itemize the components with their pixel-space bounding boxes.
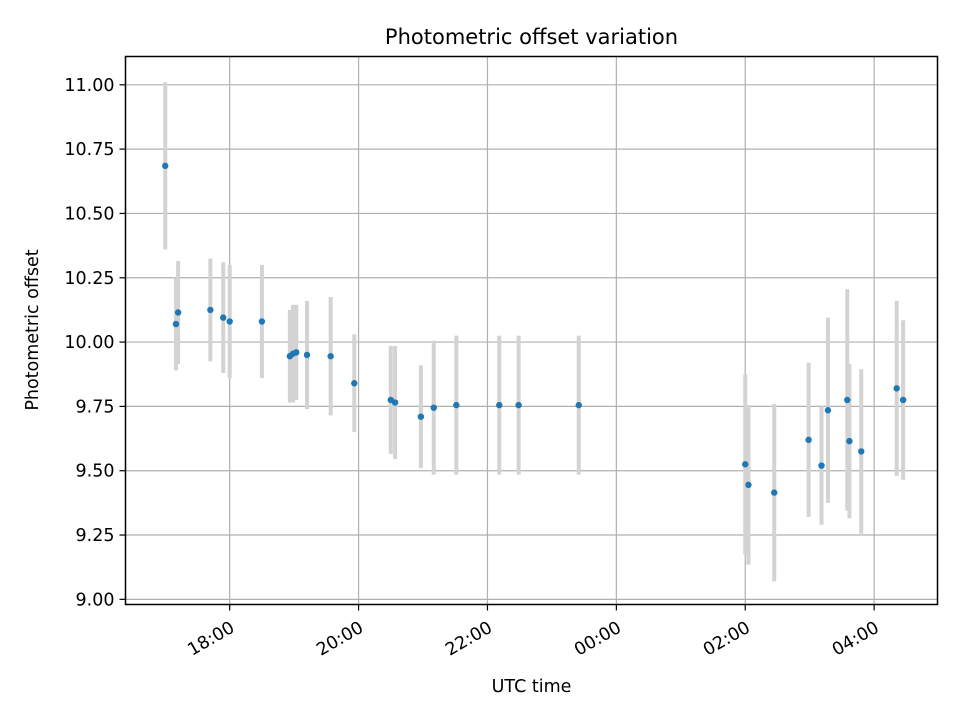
data-point — [893, 385, 900, 392]
data-point — [858, 448, 865, 455]
data-point — [745, 481, 752, 489]
data-point — [226, 318, 233, 325]
tick-layer: 9.00 9.25 9.50 9.75 10.00 10.25 10.50 10.75 11.0… — [64, 76, 882, 661]
data-point — [846, 437, 853, 445]
data-point — [453, 401, 460, 409]
data-point — [162, 162, 169, 170]
x-tick-label: 22:00 — [442, 618, 496, 661]
data-point — [771, 489, 778, 496]
data-point — [172, 320, 180, 328]
y-tick-label: 9.75 — [76, 397, 115, 417]
data-point — [818, 462, 825, 469]
data-point — [844, 396, 851, 404]
data-point — [496, 401, 503, 409]
y-axis-label: Photometric offset — [23, 249, 43, 410]
data-point — [220, 314, 227, 321]
y-tick-label: 10.25 — [64, 269, 114, 289]
data-point — [303, 351, 311, 359]
y-tick-label: 9.00 — [76, 590, 115, 610]
x-tick-label: 00:00 — [571, 618, 625, 661]
grid-layer — [125, 56, 938, 605]
data-point — [515, 401, 522, 409]
data-point — [174, 309, 182, 316]
data-point — [258, 318, 266, 325]
data-point — [824, 407, 832, 414]
x-axis-label: UTC time — [492, 677, 572, 697]
y-tick-label: 10.50 — [64, 204, 114, 224]
y-tick-label: 10.75 — [64, 140, 114, 160]
data-point — [293, 349, 300, 356]
data-point — [207, 306, 214, 314]
plot-frame — [124, 55, 939, 606]
x-tick-label: 18:00 — [185, 618, 239, 661]
data-point — [327, 353, 334, 360]
x-tick-label: 04:00 — [829, 618, 883, 661]
data-point — [899, 396, 907, 404]
x-tick-label: 02:00 — [700, 618, 754, 661]
y-tick-label: 11.00 — [64, 76, 114, 96]
x-tick-label: 20:00 — [313, 618, 367, 661]
y-tick-label: 9.25 — [76, 526, 115, 546]
data-point — [742, 461, 749, 468]
data-point — [391, 399, 399, 406]
errorbar-layer — [163, 82, 906, 582]
data-point — [351, 380, 358, 387]
chart-title: Photometric offset variation — [385, 25, 678, 49]
marker-layer — [162, 162, 907, 496]
y-tick-label: 10.00 — [64, 333, 114, 353]
data-point — [430, 404, 437, 411]
data-point — [805, 436, 812, 444]
y-tick-label: 9.50 — [76, 462, 115, 482]
data-point — [417, 413, 425, 420]
data-point — [575, 401, 582, 409]
